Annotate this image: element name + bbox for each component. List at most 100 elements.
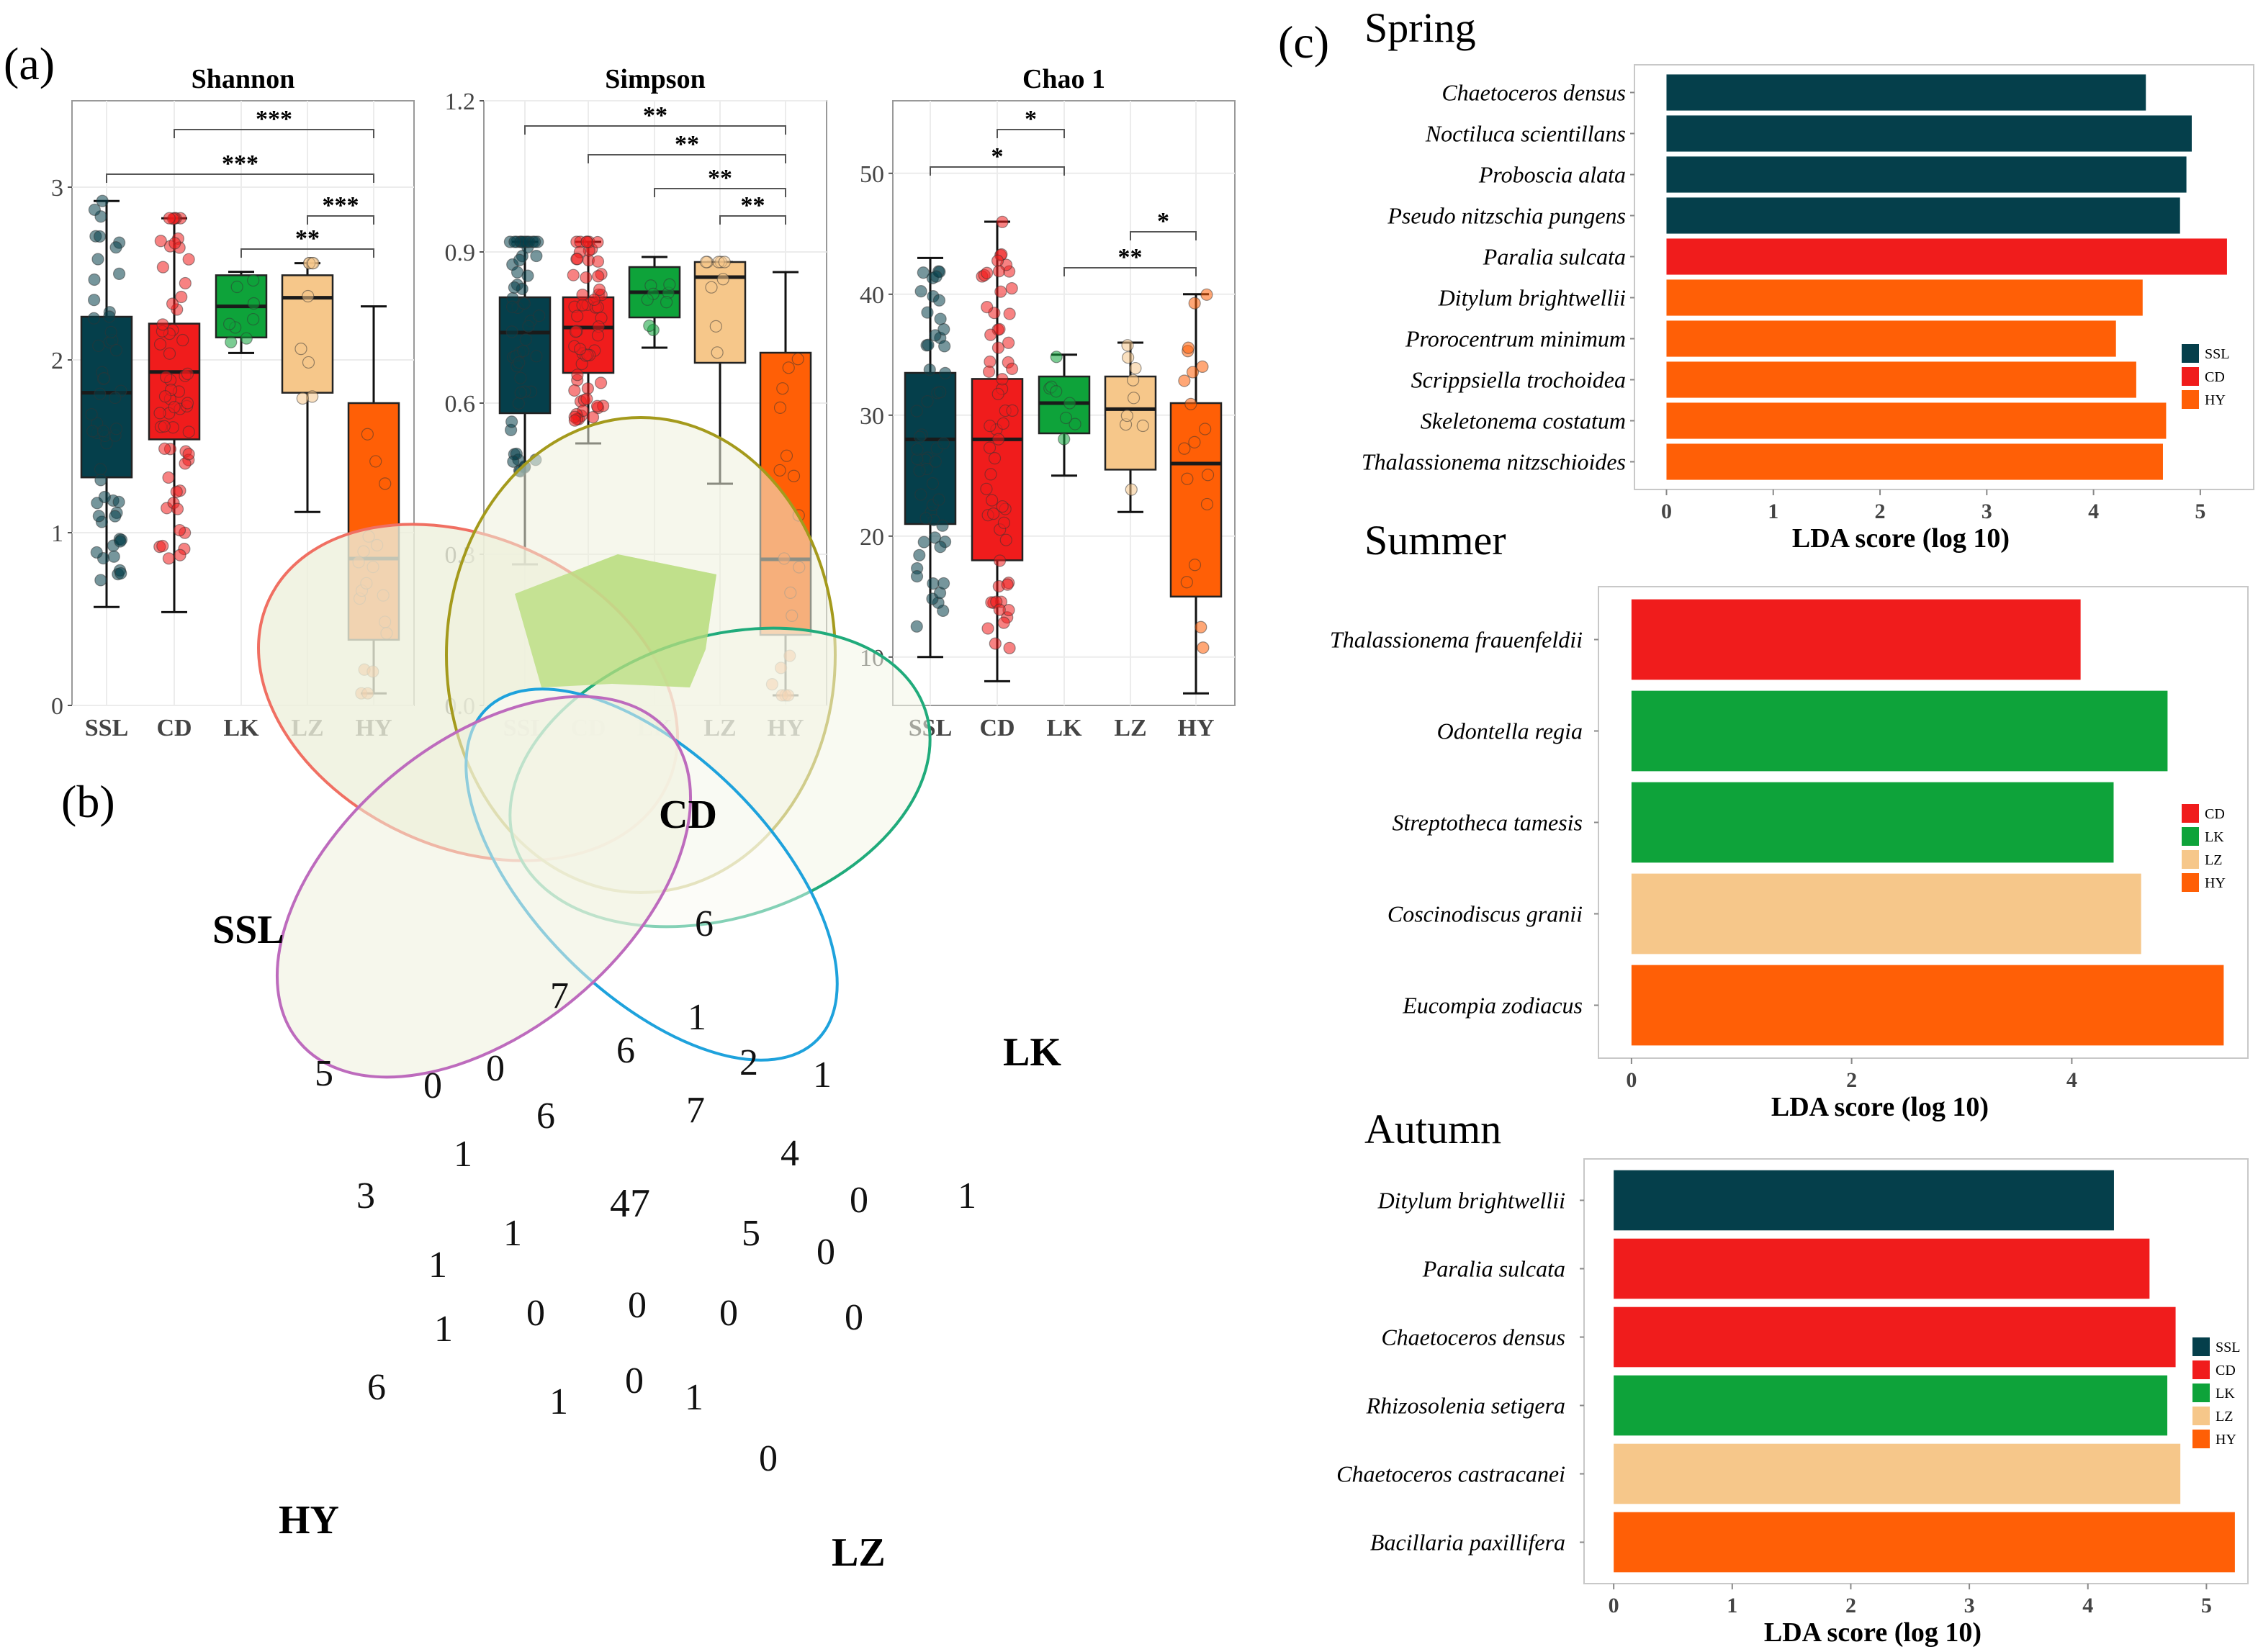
venn-count-r-1a: 1 [688,997,706,1038]
chao1-sample-point [1180,576,1193,589]
chao1-sample-point [914,488,927,501]
chao1-ytick-label: 20 [860,524,884,551]
shannon-sample-point [307,257,320,270]
simpson-sample-point [705,281,718,294]
summer-category-label: Coscinodiscus granii [1387,901,1583,927]
summer-legend-swatch-cd [2182,804,2199,823]
autumn-legend-label-hy: HY [2216,1432,2236,1448]
simpson-sample-point [580,271,593,284]
autumn-bar-chaetoceros-densus [1614,1306,2176,1368]
shannon-sample-point [86,425,99,438]
spring-bar-thalassionema-nitzschioides [1666,443,2163,480]
shannon-sample-point [166,297,179,310]
shannon-sample-point [294,343,307,356]
chao1-sample-point [1136,419,1149,433]
simpson-significance-label: ** [708,165,732,191]
chao1-sample-point [982,365,996,378]
autumn-legend-label-lk: LK [2216,1386,2235,1402]
chao1-sample-point [992,433,1005,446]
simpson-sample-point [574,343,587,356]
simpson-sample-point [528,235,541,248]
shannon-sample-point [247,297,261,310]
spring-lda-chart: Spring Chaetoceros densus Noctiluca scient… [1362,4,2254,554]
chao1-sample-point [1127,374,1140,387]
chao1-sample-point [932,493,945,506]
chao1-sample-point [1188,297,1201,310]
shannon-sample-point [369,455,382,468]
chao1-sample-point [999,533,1012,546]
shannon-sample-point [114,535,127,548]
chao1-sample-point [983,441,997,454]
chao1-sample-point [996,373,1009,386]
chao1-sample-point [997,616,1010,629]
venn-label-lk: LK [1003,1030,1061,1075]
summer-legend-label-hy: HY [2205,875,2226,891]
simpson-significance-bracket [588,154,786,163]
chao1-sample-point [1122,351,1135,364]
shannon-sample-point [114,567,127,580]
shannon-sample-point [173,523,186,537]
chao1-sample-point [1182,341,1195,354]
chao1-sample-point [991,341,1005,354]
chao1-sample-point [929,329,942,342]
spring-category-label: Skeletonema costatum [1421,408,1626,434]
spring-category-label: Paralia sulcata [1483,244,1626,270]
chao1-sample-point [1121,339,1134,352]
summer-category-label: Eucompia zodiacus [1402,993,1583,1019]
summer-bar-eucompia-zodiacus [1631,965,2224,1046]
simpson-sample-point [568,384,581,397]
simpson-sample-point [505,325,518,338]
chao1-sample-point [937,577,950,590]
simpson-sample-point [519,333,532,346]
chao1-sample-point [939,366,952,379]
chao1-sample-point [929,455,942,468]
simpson-sample-point [530,249,543,263]
venn-count-r-3: 3 [356,1175,375,1217]
autumn-bar-bacillaria-paxillifera [1614,1512,2235,1573]
spring-bar-chaetoceros-densus [1666,74,2146,111]
simpson-sample-point [700,256,713,268]
chao1-sample-point [913,549,926,561]
simpson-ytick-label: 0.6 [445,391,476,417]
venn-count-lk-only: 1 [958,1175,976,1217]
venn-count-r-1e: 1 [428,1245,447,1286]
simpson-sample-point [568,414,581,427]
shannon-ytick-label: 2 [51,348,63,374]
chao1-sample-point [1200,497,1214,511]
spring-xtick-label: 5 [2195,500,2205,523]
simpson-sample-point [641,293,654,306]
autumn-category-label: Ditylum brightwellii [1377,1188,1565,1214]
summer-title: Summer [1364,517,1506,564]
autumn-xtick-label: 4 [2082,1594,2093,1617]
spring-category-label: Ditylum brightwellii [1438,285,1626,311]
shannon-sample-point [109,391,122,405]
chao1-sample-point [988,452,1002,465]
summer-bar-coscinodiscus-granii [1631,873,2141,954]
simpson-sample-point [518,297,531,310]
shannon-sample-point [379,477,392,490]
shannon-sample-point [153,407,166,420]
shannon-sample-point [87,312,101,325]
simpson-sample-point [773,401,787,414]
simpson-sample-point [508,235,521,248]
autumn-category-label: Bacillaria paxillifera [1370,1530,1565,1556]
shannon-sample-point [104,325,117,339]
spring-legend-label-hy: HY [2205,392,2226,408]
simpson-sample-point [570,325,583,338]
venn-count-r-0e: 0 [526,1293,545,1334]
chao1-sample-point [981,301,994,314]
chao1-sample-point [984,468,997,481]
autumn-xtick-label: 0 [1609,1594,1619,1617]
shannon-sample-point [158,390,172,403]
chao1-sample-point [1059,411,1073,425]
chao1-significance-bracket [1063,267,1197,276]
chao1-title: Chao 1 [1022,64,1105,94]
simpson-sample-point [593,283,606,297]
venn-count-r-2: 2 [739,1042,758,1083]
autumn-category-label: Chaetoceros castracanei [1336,1461,1565,1487]
chao1-sample-point [1186,366,1200,379]
autumn-legend-label-ssl: SSL [2216,1340,2240,1355]
